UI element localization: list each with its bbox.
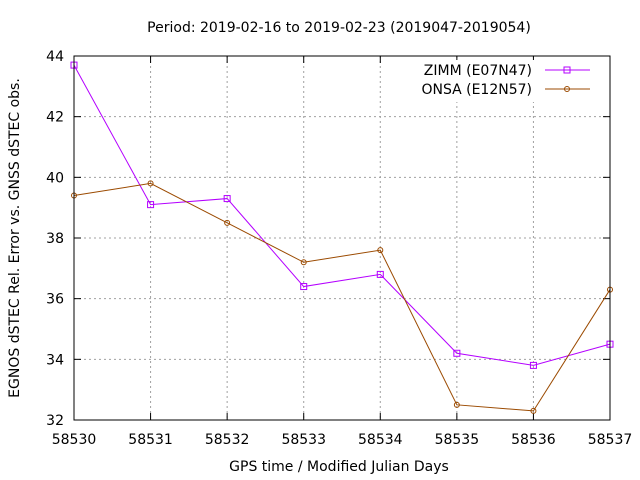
legend: ZIMM (E07N47) ONSA (E12N57) (405, 60, 607, 102)
y-tick-label: 36 (46, 292, 64, 308)
data-point (377, 247, 384, 254)
x-tick-label: 58536 (511, 432, 556, 448)
data-point (530, 407, 537, 414)
data-point (300, 283, 308, 291)
y-tick-label: 32 (46, 413, 64, 429)
x-tick-label: 58534 (358, 432, 403, 448)
legend-marker (564, 86, 570, 92)
data-point (223, 195, 231, 203)
legend-background (405, 60, 607, 102)
y-axis-title: EGNOS dSTEC Rel. Error vs. GNSS dSTEC ob… (7, 78, 23, 398)
x-tick-label: 58530 (52, 432, 97, 448)
data-point (453, 401, 460, 408)
axis-ticks: 58530 58531 58532 58533 58534 58535 58536 58537… (46, 49, 632, 448)
data-point (147, 201, 155, 209)
data-point (376, 270, 384, 278)
y-tick-label: 38 (46, 231, 64, 247)
data-point (224, 219, 231, 226)
legend-marker (563, 66, 571, 74)
x-tick-label: 58537 (588, 432, 633, 448)
series-line (73, 64, 611, 366)
y-tick-label: 40 (46, 170, 64, 186)
data-point (453, 349, 461, 357)
series-1 (70, 61, 614, 369)
y-tick-label: 42 (46, 110, 64, 126)
legend-label: ZIMM (E07N47) (424, 63, 532, 79)
data-point (529, 361, 537, 369)
chart-title: Period: 2019-02-16 to 2019-02-23 (201904… (147, 20, 531, 36)
series-2 (71, 180, 613, 414)
y-tick-label: 44 (46, 49, 64, 65)
x-tick-label: 58531 (128, 432, 173, 448)
x-tick-label: 58532 (205, 432, 250, 448)
x-tick-label: 58533 (281, 432, 326, 448)
y-tick-label: 34 (46, 352, 64, 368)
series-line (73, 182, 611, 412)
data-point (147, 180, 154, 187)
data-point (300, 259, 307, 266)
plot-frame (73, 55, 611, 421)
x-tick-label: 58535 (435, 432, 480, 448)
legend-label: ONSA (E12N57) (421, 82, 532, 98)
grid (74, 56, 610, 420)
series-layer (70, 61, 614, 414)
x-axis-title: GPS time / Modified Julian Days (229, 459, 449, 475)
